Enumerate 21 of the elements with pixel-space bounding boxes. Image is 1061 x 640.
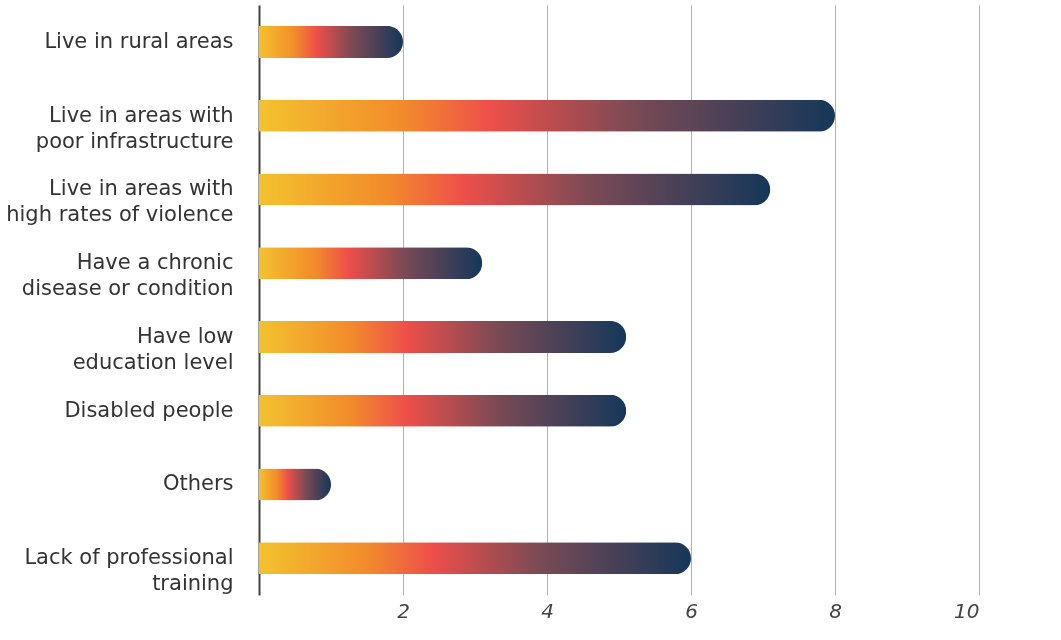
y-tick-label: Have a chronic disease or condition <box>21 250 234 301</box>
y-tick-label: Live in rural areas <box>44 28 234 53</box>
y-tick-label: Have low education level <box>72 323 234 374</box>
y-tick-label: Live in areas with poor infrastructure <box>35 102 234 153</box>
bar <box>259 173 771 206</box>
bar <box>259 247 483 280</box>
y-tick-label: Live in areas with high rates of violence <box>6 176 234 227</box>
x-tick-label: 10 <box>954 598 980 623</box>
y-tick-label: Disabled people <box>64 397 234 422</box>
x-tick-label: 2 <box>397 598 410 623</box>
bar <box>259 99 835 132</box>
bar <box>259 320 627 353</box>
bar <box>259 468 331 501</box>
x-tick-label: 8 <box>829 598 842 623</box>
y-tick-label: Lack of professional training <box>24 545 234 596</box>
y-tick-label: Others <box>162 471 234 496</box>
x-tick-label: 6 <box>685 598 698 623</box>
bar <box>259 25 403 58</box>
bar <box>259 394 627 427</box>
x-tick-label: 4 <box>541 598 554 623</box>
bar <box>259 542 691 575</box>
